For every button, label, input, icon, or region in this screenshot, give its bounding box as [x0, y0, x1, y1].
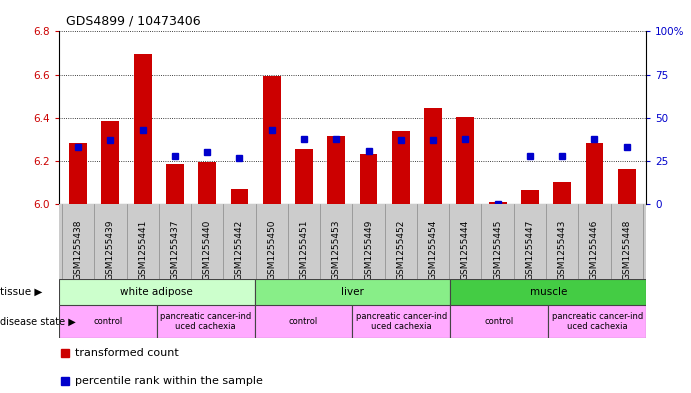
Text: control: control	[289, 317, 318, 326]
Bar	[166, 164, 184, 204]
Text: muscle: muscle	[529, 287, 567, 297]
Bar	[585, 143, 603, 204]
Bar	[254, 279, 451, 305]
Text: pancreatic cancer-ind
uced cachexia: pancreatic cancer-ind uced cachexia	[160, 312, 252, 331]
Text: pancreatic cancer-ind
uced cachexia: pancreatic cancer-ind uced cachexia	[356, 312, 447, 331]
Text: liver: liver	[341, 287, 364, 297]
Bar	[352, 305, 451, 338]
Bar	[59, 279, 254, 305]
Bar	[231, 189, 248, 204]
Text: GDS4899 / 10473406: GDS4899 / 10473406	[66, 15, 200, 28]
Text: tissue ▶: tissue ▶	[0, 287, 42, 297]
Text: transformed count: transformed count	[75, 348, 179, 358]
Bar	[254, 305, 352, 338]
Bar	[69, 143, 87, 204]
Bar	[102, 121, 120, 204]
Text: control: control	[93, 317, 122, 326]
Bar	[157, 305, 254, 338]
Bar	[134, 54, 151, 204]
Text: disease state ▶: disease state ▶	[0, 316, 76, 326]
Text: white adipose: white adipose	[120, 287, 193, 297]
Text: pancreatic cancer-ind
uced cachexia: pancreatic cancer-ind uced cachexia	[551, 312, 643, 331]
Bar	[295, 149, 313, 204]
Bar	[263, 76, 281, 204]
Text: control: control	[484, 317, 514, 326]
Bar	[618, 169, 636, 204]
Bar	[489, 202, 507, 204]
Text: percentile rank within the sample: percentile rank within the sample	[75, 376, 263, 386]
Bar	[548, 305, 646, 338]
Bar	[198, 162, 216, 204]
Bar	[360, 154, 377, 204]
Bar	[451, 305, 548, 338]
Bar	[457, 117, 474, 204]
Bar	[59, 305, 157, 338]
Bar	[424, 108, 442, 204]
Bar	[451, 279, 646, 305]
Bar	[328, 136, 345, 204]
Bar	[392, 131, 410, 204]
Bar	[553, 182, 571, 204]
Bar	[521, 190, 539, 204]
